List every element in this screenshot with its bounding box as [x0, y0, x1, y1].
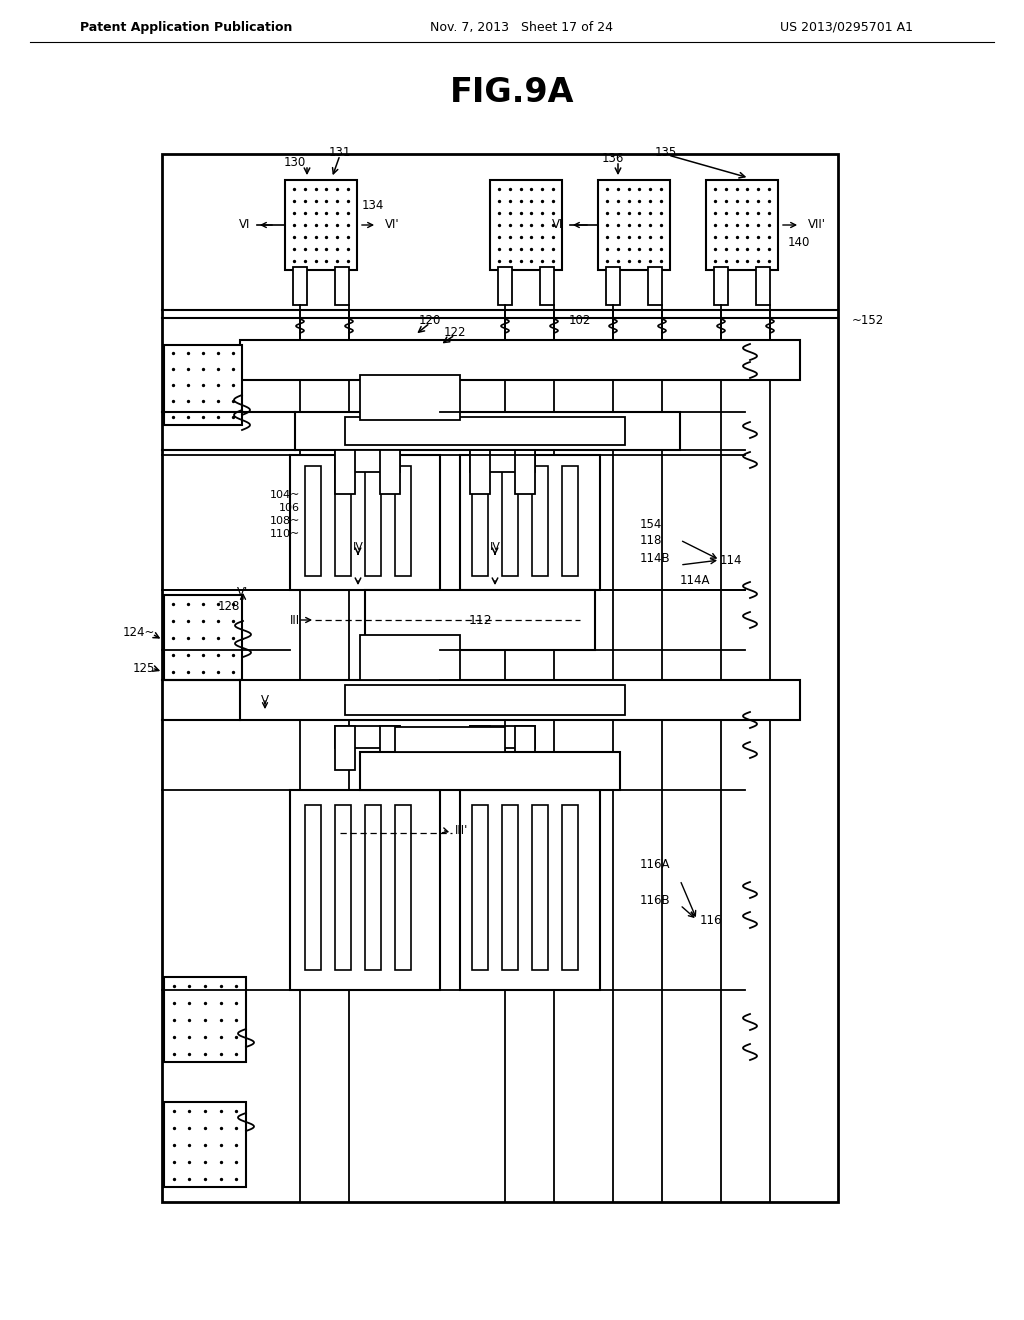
Bar	[305, 466, 321, 576]
Bar	[335, 267, 349, 305]
Bar	[360, 752, 620, 789]
Text: 120: 120	[419, 314, 441, 326]
Text: 116A: 116A	[640, 858, 671, 871]
Text: Nov. 7, 2013   Sheet 17 of 24: Nov. 7, 2013 Sheet 17 of 24	[430, 21, 613, 33]
Bar	[365, 466, 381, 576]
Bar	[395, 805, 411, 970]
Text: 106: 106	[279, 503, 300, 513]
Text: V: V	[261, 693, 269, 706]
Bar	[335, 726, 400, 748]
Bar	[290, 789, 440, 990]
Bar	[335, 450, 400, 473]
Text: 108~: 108~	[269, 516, 300, 525]
Text: VI: VI	[552, 219, 563, 231]
Bar	[335, 805, 351, 970]
Text: 124~: 124~	[123, 626, 155, 639]
Text: 116B: 116B	[640, 894, 671, 907]
Bar	[164, 977, 246, 1063]
Bar	[502, 805, 518, 970]
Bar	[472, 805, 488, 970]
Bar	[470, 450, 490, 494]
Text: IV: IV	[489, 543, 501, 552]
Bar	[345, 417, 625, 445]
Text: 131: 131	[329, 145, 351, 158]
Bar	[380, 726, 400, 770]
Text: ~152: ~152	[852, 314, 885, 326]
Bar	[164, 345, 242, 425]
Bar	[532, 805, 548, 970]
Bar	[293, 267, 307, 305]
Bar	[562, 805, 578, 970]
Text: IV: IV	[352, 543, 364, 552]
Bar	[345, 685, 625, 715]
Bar	[706, 180, 778, 271]
Text: VI: VI	[239, 219, 250, 231]
Bar	[714, 267, 728, 305]
Bar	[365, 590, 595, 649]
Text: US 2013/0295701 A1: US 2013/0295701 A1	[780, 21, 913, 33]
Bar	[472, 466, 488, 576]
Bar	[562, 466, 578, 576]
Bar	[164, 595, 242, 680]
Bar	[360, 635, 460, 680]
Text: 104~: 104~	[269, 490, 300, 500]
Bar	[164, 1102, 246, 1187]
Text: Patent Application Publication: Patent Application Publication	[80, 21, 293, 33]
Text: 114B: 114B	[640, 552, 671, 565]
Text: 116: 116	[700, 913, 723, 927]
Text: 122: 122	[443, 326, 466, 338]
Text: 134: 134	[362, 199, 384, 211]
Bar	[515, 450, 535, 494]
Bar	[460, 789, 600, 990]
Bar	[470, 726, 490, 770]
Text: V': V'	[237, 586, 248, 598]
Bar	[162, 154, 838, 1203]
Bar	[380, 450, 400, 494]
Text: FIG.9A: FIG.9A	[450, 75, 574, 108]
Bar	[598, 180, 670, 271]
Text: 110~: 110~	[269, 529, 300, 539]
Text: 114A: 114A	[680, 573, 711, 586]
Text: 118: 118	[640, 535, 663, 548]
Text: 136: 136	[602, 152, 625, 165]
Bar	[365, 805, 381, 970]
Bar	[532, 466, 548, 576]
Bar	[502, 466, 518, 576]
Bar	[756, 267, 770, 305]
Text: 112: 112	[468, 614, 492, 627]
Text: III: III	[290, 614, 300, 627]
Bar	[515, 726, 535, 770]
Text: III': III'	[455, 824, 468, 837]
Bar	[240, 680, 800, 719]
Bar	[305, 805, 321, 970]
Bar	[240, 341, 800, 380]
Bar	[395, 727, 505, 752]
Bar	[360, 375, 460, 420]
Bar	[460, 455, 600, 590]
Text: 130: 130	[284, 156, 306, 169]
Bar	[285, 180, 357, 271]
Text: 135: 135	[655, 145, 677, 158]
Text: 154: 154	[640, 519, 663, 532]
Bar	[335, 450, 355, 494]
Bar	[606, 267, 620, 305]
Text: 102: 102	[568, 314, 591, 326]
Bar	[335, 726, 355, 770]
Bar	[290, 455, 440, 590]
Bar	[295, 412, 680, 450]
Bar	[540, 267, 554, 305]
Bar	[470, 450, 535, 473]
Text: 128: 128	[218, 599, 240, 612]
Bar	[335, 466, 351, 576]
Bar	[498, 267, 512, 305]
Bar	[490, 180, 562, 271]
Text: 140: 140	[788, 236, 810, 249]
Bar	[470, 726, 535, 748]
Text: VI': VI'	[385, 219, 399, 231]
Bar	[648, 267, 662, 305]
Text: VII': VII'	[808, 219, 826, 231]
Bar	[395, 466, 411, 576]
Text: 114: 114	[720, 553, 742, 566]
Text: 125: 125	[133, 661, 155, 675]
